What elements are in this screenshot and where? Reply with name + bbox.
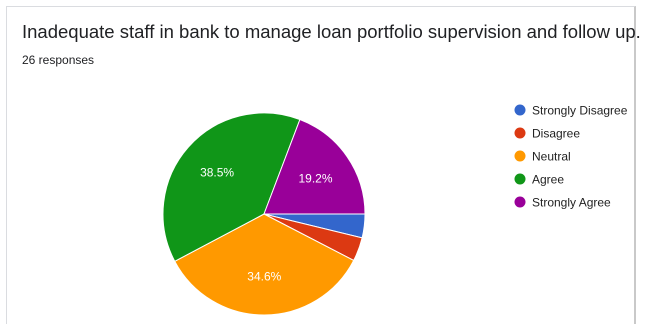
legend-label-disagree: Disagree — [532, 127, 580, 141]
chart-legend: Strongly Disagree Disagree Neutral Agree Str… — [514, 104, 628, 210]
legend-label-agree: Agree — [532, 173, 564, 187]
pie-slices — [162, 112, 366, 316]
legend-swatch-strongly-disagree — [514, 104, 526, 116]
pie-label-strongly-agree: 19.2% — [298, 171, 332, 185]
legend-swatch-strongly-agree — [514, 196, 526, 208]
pie-slice-strongly-agree — [263, 118, 366, 215]
legend-label-strongly-disagree: Strongly Disagree — [532, 104, 628, 118]
legend-swatch-agree — [514, 173, 526, 185]
legend-label-neutral: Neutral — [532, 150, 571, 164]
pie-label-neutral: 34.6% — [247, 270, 281, 284]
pie-label-agree: 38.5% — [200, 166, 234, 180]
pie-slice-neutral — [174, 213, 355, 316]
legend-label-strongly-agree: Strongly Agree — [532, 196, 611, 210]
question-title: Inadequate staff in bank to manage loan … — [22, 21, 641, 42]
pie-labels: 34.6% 38.5% 19.2% — [200, 166, 333, 284]
legend-swatch-disagree — [514, 127, 526, 139]
legend-swatch-neutral — [514, 150, 526, 162]
response-count: 26 responses — [22, 53, 95, 67]
pie-slice-agree — [162, 112, 301, 262]
